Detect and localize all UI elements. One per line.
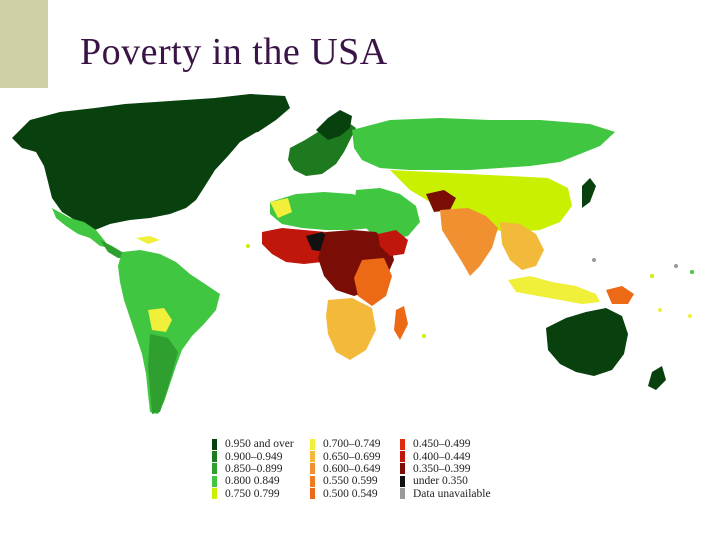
legend-item: 0.350–0.399 [400, 463, 500, 475]
region-central-america-south [100, 240, 126, 258]
legend-column: 0.700–0.749 0.650–0.699 0.600–0.649 0.55… [310, 438, 394, 518]
legend-column: 0.450–0.499 0.400–0.449 0.350–0.399 unde… [400, 438, 500, 518]
region-new-zealand [648, 366, 666, 390]
legend-label: 0.600–0.649 [323, 462, 381, 475]
legend-label: Data unavailable [413, 487, 491, 500]
legend-swatch [310, 463, 315, 475]
world-map [0, 90, 720, 430]
legend-swatch [310, 475, 315, 487]
legend-item: 0.750 0.799 [212, 488, 304, 500]
region-central-america [52, 208, 110, 248]
legend-label: 0.500 0.549 [323, 487, 378, 500]
legend-item: under 0.350 [400, 475, 500, 487]
legend-label: 0.400–0.449 [413, 450, 471, 463]
legend-swatch [400, 451, 405, 463]
legend-item: 0.700–0.749 [310, 438, 394, 450]
region-south-asia [440, 208, 498, 276]
legend-label: 0.800 0.849 [225, 475, 280, 488]
legend-item: 0.900–0.949 [212, 450, 304, 463]
legend-item: 0.650–0.699 [310, 450, 394, 463]
region-scandinavia [316, 110, 352, 140]
legend-label: 0.350–0.399 [413, 462, 471, 475]
legend-swatch [212, 438, 217, 450]
region-madagascar [394, 306, 408, 340]
legend-swatch [310, 451, 315, 463]
region-north-africa [270, 192, 386, 230]
region-japan [582, 178, 596, 208]
legend-label: 0.900–0.949 [225, 450, 283, 463]
legend-swatch [212, 463, 217, 475]
legend-item: 0.950 and over [212, 438, 304, 450]
legend-label: under 0.350 [413, 475, 468, 488]
legend-item: 0.500 0.549 [310, 488, 394, 500]
legend-item: 0.850–0.899 [212, 463, 304, 475]
region-horn-of-africa [378, 230, 408, 256]
legend-item: 0.550 0.599 [310, 475, 394, 487]
region-australia [546, 308, 628, 376]
region-indonesia [508, 276, 600, 304]
world-map-svg [12, 94, 694, 414]
legend-label: 0.950 and over [225, 438, 294, 451]
region-central-asia [390, 170, 572, 232]
slide-title: Poverty in the USA [80, 31, 388, 73]
region-russia [352, 118, 615, 170]
legend-column: 0.950 and over 0.900–0.949 0.850–0.899 0… [212, 438, 304, 518]
legend-swatch [400, 438, 405, 450]
region-south-america [118, 250, 220, 414]
legend-item: 0.450–0.499 [400, 438, 500, 450]
legend-swatch [212, 451, 217, 463]
map-legend: 0.950 and over 0.900–0.949 0.850–0.899 0… [212, 438, 502, 518]
legend-swatch [400, 475, 405, 487]
legend-label: 0.750 0.799 [225, 487, 280, 500]
legend-item: 0.600–0.649 [310, 463, 394, 475]
legend-swatch [212, 475, 217, 487]
region-north-america [12, 96, 285, 230]
region-morocco [270, 198, 292, 218]
legend-item: 0.800 0.849 [212, 475, 304, 487]
legend-label: 0.700–0.749 [323, 438, 381, 451]
region-southeast-asia [500, 222, 544, 270]
region-southern-africa [326, 298, 376, 360]
legend-swatch [400, 463, 405, 475]
region-east-africa [354, 258, 392, 306]
legend-item: 0.400–0.449 [400, 450, 500, 463]
region-bolivia [148, 308, 172, 332]
legend-swatch [400, 488, 405, 500]
legend-swatch [310, 488, 315, 500]
legend-swatch [310, 438, 315, 450]
region-papua [606, 286, 634, 304]
legend-swatch [212, 488, 217, 500]
region-southern-cone [148, 334, 178, 414]
legend-label: 0.850–0.899 [225, 462, 283, 475]
region-pacific-islands [246, 244, 694, 338]
legend-label: 0.450–0.499 [413, 438, 471, 451]
accent-bar [0, 0, 48, 88]
region-greenland [215, 94, 290, 134]
legend-item: Data unavailable [400, 488, 500, 500]
legend-label: 0.650–0.699 [323, 450, 381, 463]
region-caribbean [136, 236, 160, 244]
legend-label: 0.550 0.599 [323, 475, 378, 488]
region-afghanistan [426, 190, 456, 212]
